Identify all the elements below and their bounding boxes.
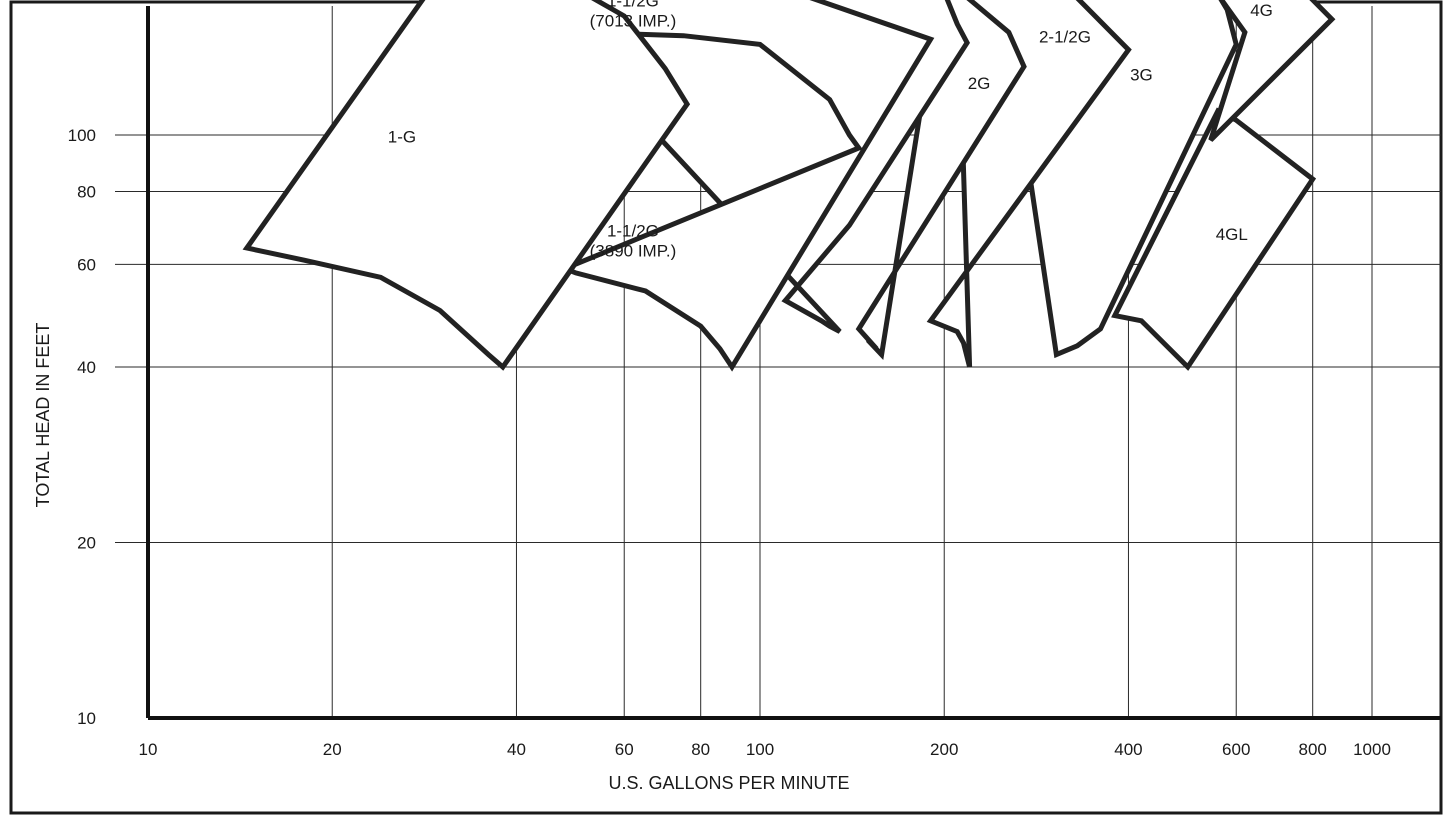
pump-region-1-1-2g bbox=[538, 0, 935, 372]
region-labels: 4GL4G3K3G2-1/2K2-1/2G2K2G1-1/2GT1-1/2K1-… bbox=[388, 0, 1273, 260]
y-axis-title: TOTAL HEAD IN FEET bbox=[33, 323, 53, 508]
y-tick-label: 40 bbox=[77, 358, 96, 377]
region-label: 4GL bbox=[1216, 225, 1248, 244]
y-tick-label: 100 bbox=[68, 126, 96, 145]
x-tick-label: 1000 bbox=[1353, 740, 1391, 759]
x-tick-label: 20 bbox=[323, 740, 342, 759]
region-label: 2-1/2G bbox=[1039, 28, 1091, 47]
x-tick-label: 80 bbox=[691, 740, 710, 759]
x-tick-label: 100 bbox=[746, 740, 774, 759]
x-tick-label: 40 bbox=[507, 740, 526, 759]
region-label: 1-1/2G (7013 IMP.) bbox=[590, 0, 677, 31]
x-axis-title: U.S. GALLONS PER MINUTE bbox=[608, 773, 849, 793]
x-tick-label: 400 bbox=[1114, 740, 1142, 759]
pump-region-1-g bbox=[242, 0, 691, 371]
y-tick-label: 20 bbox=[77, 533, 96, 552]
pump-regions bbox=[242, 0, 1336, 372]
axes: U.S. GALLONS PER MINUTE TOTAL HEAD IN FE… bbox=[33, 323, 850, 793]
region-label: 1-1/2G (3890 IMP.) bbox=[590, 221, 677, 260]
pump-region-4g bbox=[1208, 0, 1336, 142]
y-tick-label: 80 bbox=[77, 182, 96, 201]
region-label: 1-G bbox=[388, 128, 416, 147]
x-tick-label: 800 bbox=[1299, 740, 1327, 759]
x-tick-label: 60 bbox=[615, 740, 634, 759]
x-tick-label: 200 bbox=[930, 740, 958, 759]
region-label: 2G bbox=[968, 74, 991, 93]
x-tick-label: 600 bbox=[1222, 740, 1250, 759]
region-label: 4G bbox=[1250, 1, 1273, 20]
y-tick-label: 60 bbox=[77, 255, 96, 274]
pump-region-2g bbox=[855, 0, 1027, 361]
x-tick-label: 10 bbox=[139, 740, 158, 759]
region-label: 3G bbox=[1130, 66, 1153, 85]
y-tick-label: 10 bbox=[77, 709, 96, 728]
